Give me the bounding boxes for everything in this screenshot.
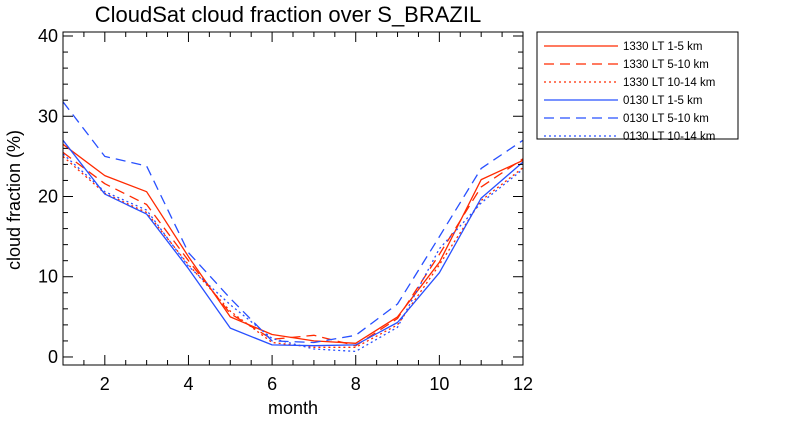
series-line-6 xyxy=(62,153,524,353)
chart-title: CloudSat cloud fraction over S_BRAZIL xyxy=(95,2,481,27)
legend-label-4: 0130 LT 1-5 km xyxy=(623,95,702,107)
series-layer xyxy=(62,101,524,353)
legend: 1330 LT 1-5 km 1330 LT 5-10 km 1330 LT 10-… xyxy=(536,31,739,143)
series-line-4 xyxy=(62,139,524,347)
y-tick-label: 0 xyxy=(48,347,58,367)
x-tick-label: 10 xyxy=(429,374,449,394)
axis-layer: 2 4 6 8 10 12 0 10 20 30 40 xyxy=(38,26,533,394)
x-axis-label: month xyxy=(268,398,318,418)
legend-label-5: 0130 LT 5-10 km xyxy=(623,113,709,125)
x-tick-label: 2 xyxy=(100,374,110,394)
legend-label-3: 1330 LT 10-14 km xyxy=(623,77,715,89)
plot-frame xyxy=(62,31,524,366)
series-line-3 xyxy=(62,155,524,348)
y-tick-label: 30 xyxy=(38,106,58,126)
x-tick-label: 12 xyxy=(513,374,533,394)
legend-box xyxy=(536,31,739,140)
series-line-5 xyxy=(62,101,524,344)
series-line-1 xyxy=(62,143,524,344)
legend-label-1: 1330 LT 1-5 km xyxy=(623,41,702,53)
legend-label-6: 0130 LT 10-14 km xyxy=(623,131,715,143)
series-line-2 xyxy=(62,151,524,347)
x-tick-label: 4 xyxy=(183,374,193,394)
x-tick-label: 8 xyxy=(351,374,361,394)
x-tick-label: 6 xyxy=(267,374,277,394)
y-tick-label: 40 xyxy=(38,26,58,46)
y-tick-label: 20 xyxy=(38,186,58,206)
legend-label-2: 1330 LT 5-10 km xyxy=(623,59,709,71)
y-tick-label: 10 xyxy=(38,267,58,287)
y-axis-label: cloud fraction (%) xyxy=(4,130,24,270)
